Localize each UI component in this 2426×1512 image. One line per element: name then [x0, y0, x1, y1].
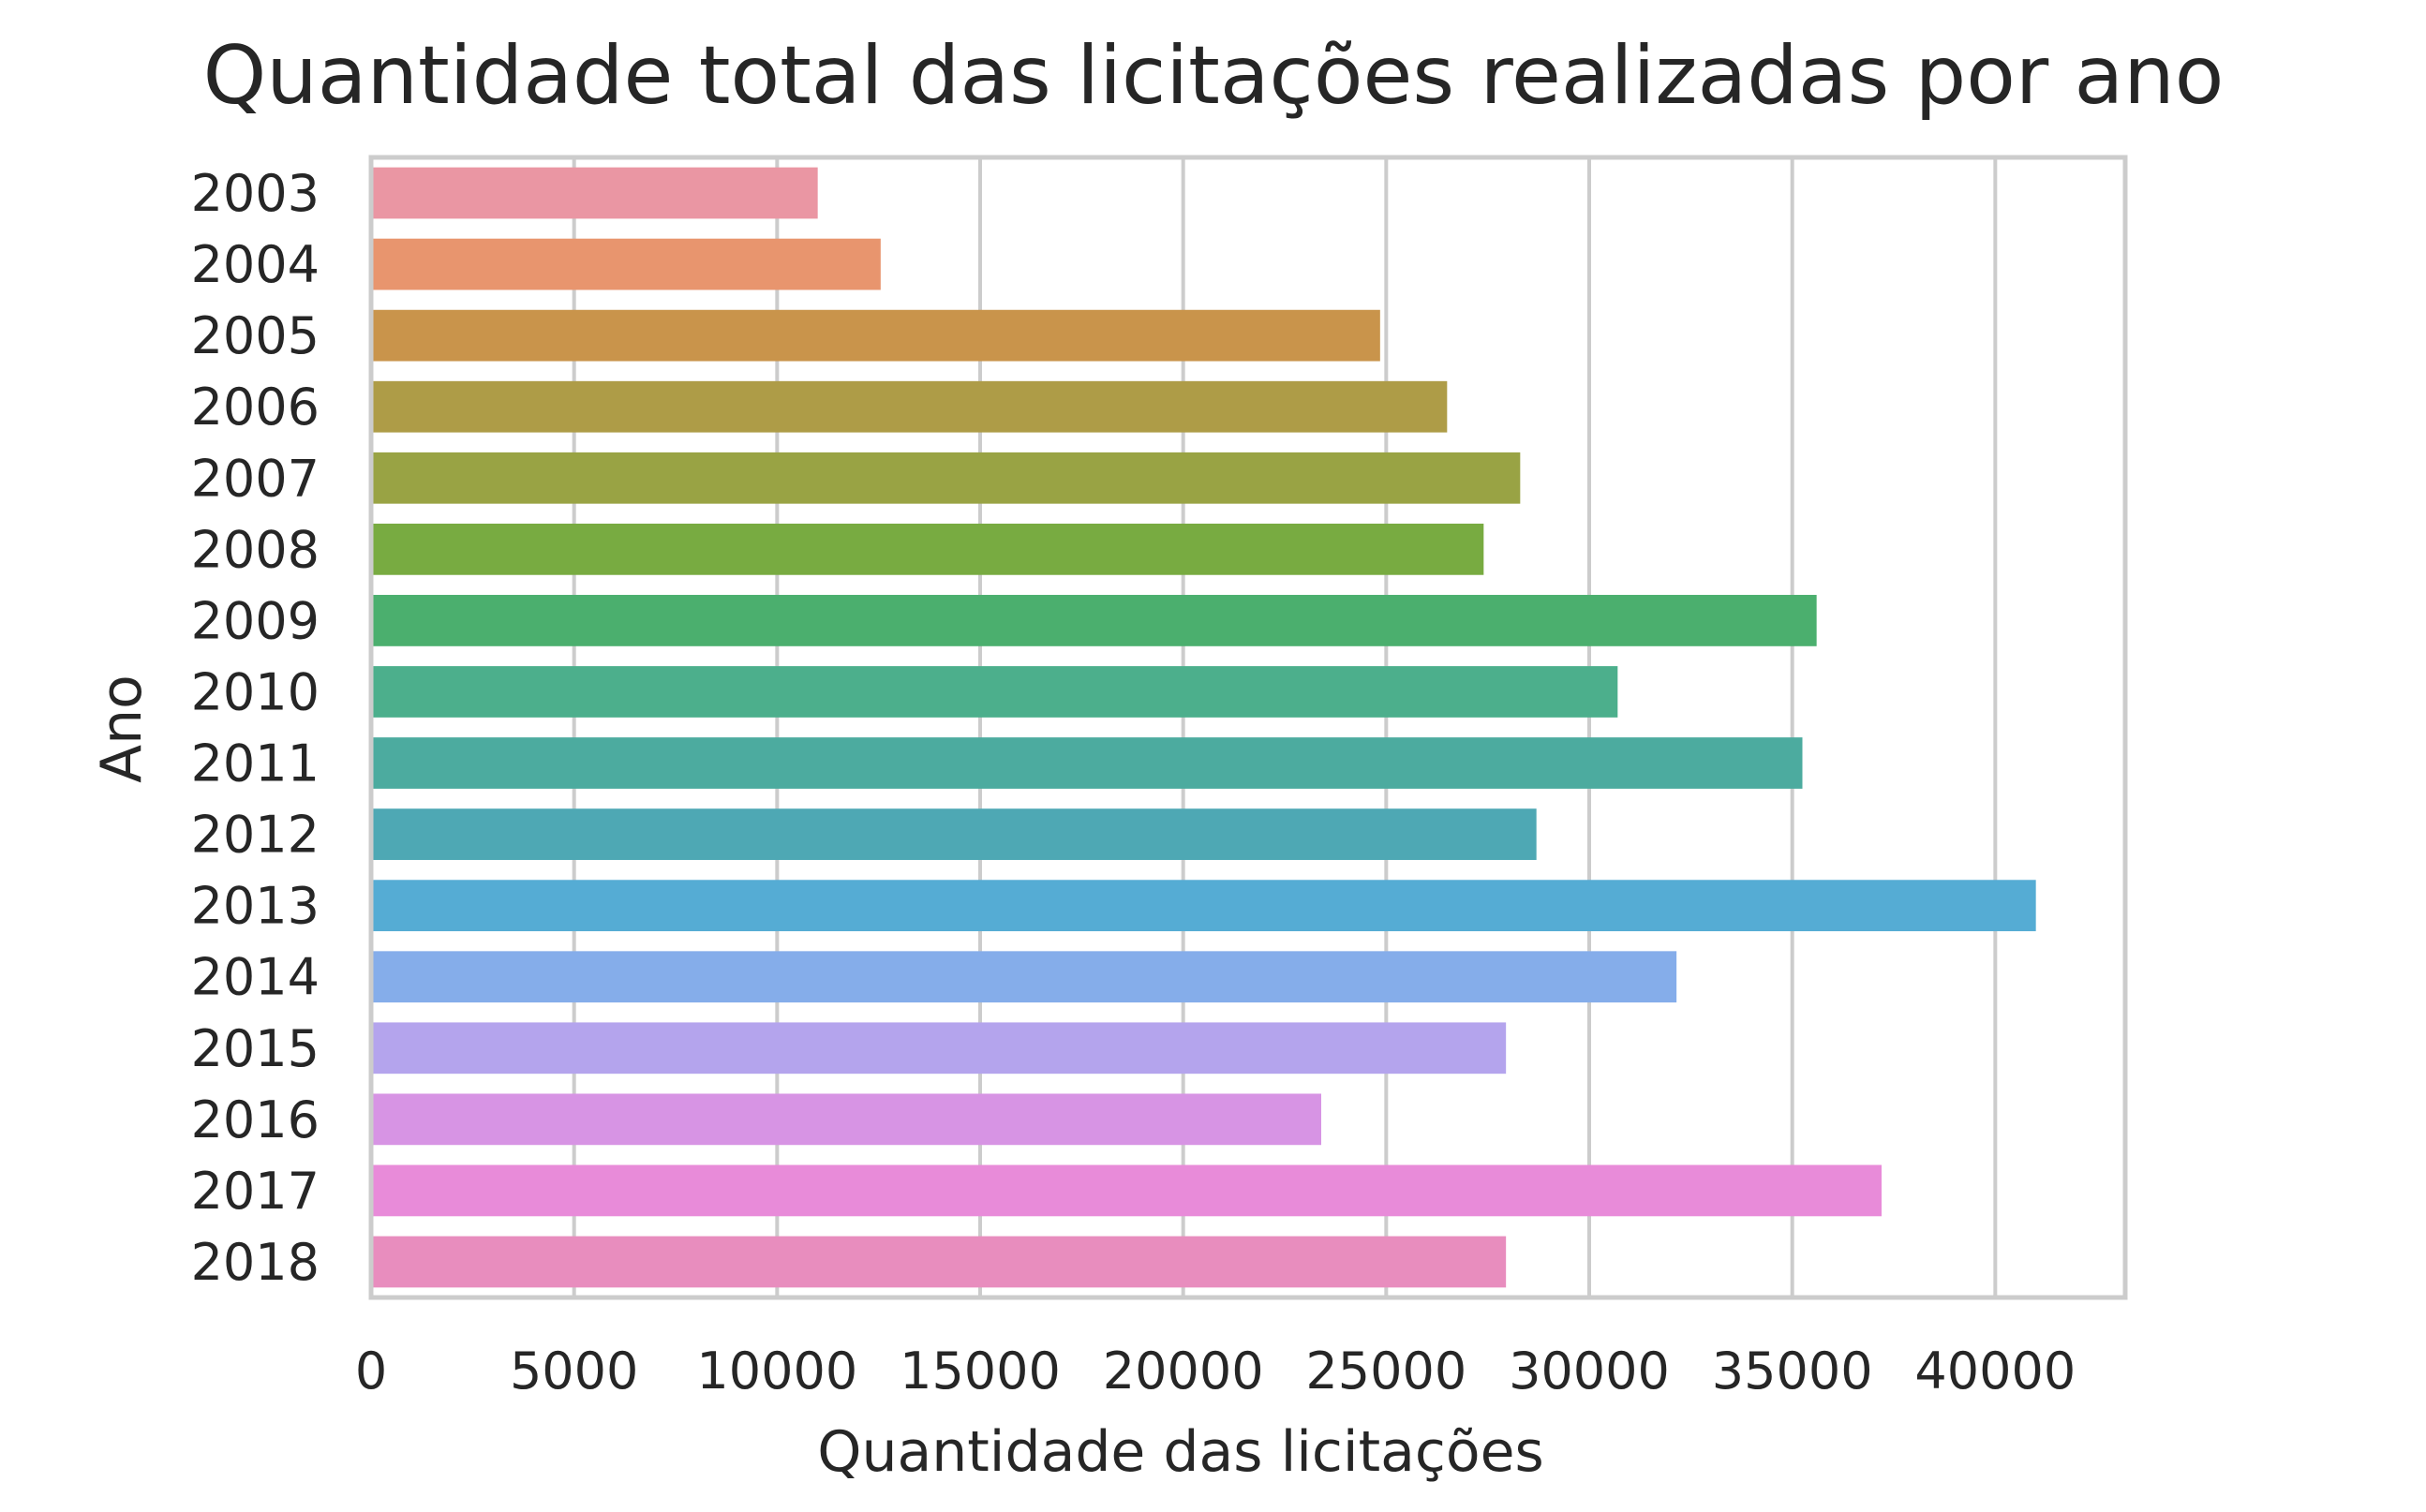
bar-2004 — [371, 238, 881, 290]
y-axis-label: Ano — [89, 674, 155, 783]
y-tick-label: 2003 — [191, 164, 320, 223]
y-tick-label: 2012 — [191, 806, 320, 865]
x-tick-label: 10000 — [696, 1342, 857, 1401]
x-tick-label: 0 — [355, 1342, 387, 1401]
x-tick-label: 5000 — [510, 1342, 638, 1401]
y-tick-label: 2009 — [191, 591, 320, 650]
x-tick-label: 35000 — [1712, 1342, 1873, 1401]
bar-2014 — [371, 951, 1677, 1003]
bar-2016 — [371, 1093, 1321, 1146]
y-tick-label: 2007 — [191, 449, 320, 508]
bar-2017 — [371, 1164, 1882, 1217]
y-tick-label: 2017 — [191, 1162, 320, 1221]
y-tick-labels: 2003 2004 2005 2006 2007 2008 2009 2010 2011 2012… — [191, 164, 320, 1292]
y-tick-label: 2005 — [191, 306, 320, 365]
bars — [371, 167, 2036, 1288]
plot-frame — [368, 155, 2128, 1300]
bar-2013 — [371, 880, 2036, 932]
bar-2010 — [371, 666, 1618, 718]
y-tick-label: 2015 — [191, 1019, 320, 1078]
y-tick-label: 2008 — [191, 520, 320, 579]
y-tick-label: 2014 — [191, 948, 320, 1007]
bar-2006 — [371, 380, 1448, 433]
y-tick-label: 2013 — [191, 877, 320, 936]
bar-2007 — [371, 452, 1521, 504]
x-tick-label: 40000 — [1914, 1342, 2076, 1401]
y-tick-label: 2004 — [191, 235, 320, 294]
x-tick-labels: 0 5000 10000 15000 20000 25000 30000 35000 40000 — [355, 1342, 2076, 1401]
y-tick-label: 2011 — [191, 734, 320, 793]
bar-2009 — [371, 595, 1817, 646]
bar-2005 — [371, 309, 1380, 362]
chart-title: Quantidade total das licitações realizad… — [203, 29, 2225, 123]
x-tick-label: 30000 — [1509, 1342, 1670, 1401]
y-tick-label: 2016 — [191, 1090, 320, 1149]
bar-2012 — [371, 808, 1537, 860]
x-tick-label: 25000 — [1305, 1342, 1466, 1401]
bar-2018 — [371, 1236, 1507, 1288]
x-axis-label: Quantidade das licitações — [817, 1419, 1544, 1485]
bar-2015 — [371, 1022, 1507, 1075]
bar-2003 — [371, 167, 818, 219]
y-tick-label: 2006 — [191, 378, 320, 437]
bar-2008 — [371, 523, 1484, 575]
bar-2011 — [371, 737, 1803, 789]
y-tick-label: 2010 — [191, 662, 320, 721]
x-tick-label: 15000 — [900, 1342, 1061, 1401]
y-tick-label: 2018 — [191, 1233, 320, 1292]
x-tick-label: 20000 — [1103, 1342, 1264, 1401]
